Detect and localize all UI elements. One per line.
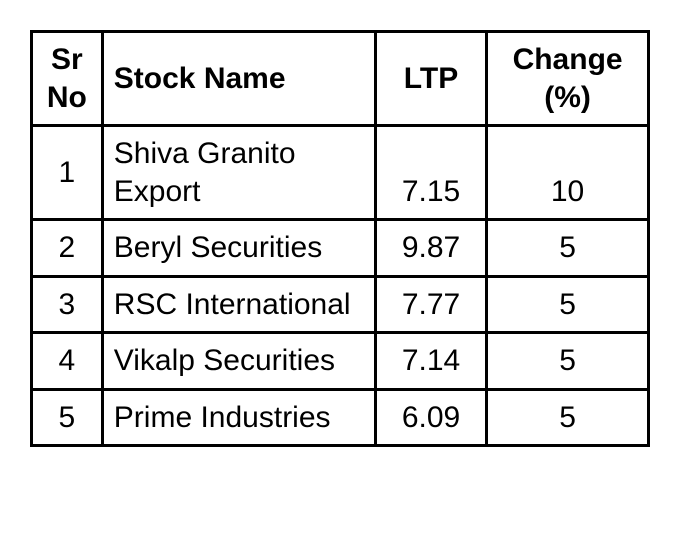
cell-change: 5 xyxy=(487,276,649,333)
header-sr-no: Sr No xyxy=(32,32,103,126)
header-stock-name: Stock Name xyxy=(102,32,375,126)
table-header-row: Sr No Stock Name LTP Change (%) xyxy=(32,32,649,126)
cell-ltp: 7.14 xyxy=(375,333,486,390)
cell-name: Shiva Granito Export xyxy=(102,126,375,220)
table-row: 2 Beryl Securities 9.87 5 xyxy=(32,220,649,277)
table-row: 4 Vikalp Securities 7.14 5 xyxy=(32,333,649,390)
cell-change: 10 xyxy=(487,126,649,220)
header-change: Change (%) xyxy=(487,32,649,126)
cell-name: Prime Industries xyxy=(102,389,375,446)
table-row: 3 RSC International 7.77 5 xyxy=(32,276,649,333)
cell-sr: 4 xyxy=(32,333,103,390)
table-row: 5 Prime Industries 6.09 5 xyxy=(32,389,649,446)
cell-sr: 1 xyxy=(32,126,103,220)
table-row: 1 Shiva Granito Export 7.15 10 xyxy=(32,126,649,220)
cell-name: Vikalp Securities xyxy=(102,333,375,390)
cell-change: 5 xyxy=(487,220,649,277)
cell-ltp: 9.87 xyxy=(375,220,486,277)
cell-change: 5 xyxy=(487,333,649,390)
cell-name: Beryl Securities xyxy=(102,220,375,277)
cell-change: 5 xyxy=(487,389,649,446)
stock-table: Sr No Stock Name LTP Change (%) 1 Shiva … xyxy=(30,30,650,447)
cell-sr: 5 xyxy=(32,389,103,446)
cell-ltp: 7.15 xyxy=(375,126,486,220)
cell-sr: 2 xyxy=(32,220,103,277)
cell-ltp: 7.77 xyxy=(375,276,486,333)
cell-sr: 3 xyxy=(32,276,103,333)
header-ltp: LTP xyxy=(375,32,486,126)
cell-name: RSC International xyxy=(102,276,375,333)
cell-ltp: 6.09 xyxy=(375,389,486,446)
table-body: 1 Shiva Granito Export 7.15 10 2 Beryl S… xyxy=(32,126,649,446)
